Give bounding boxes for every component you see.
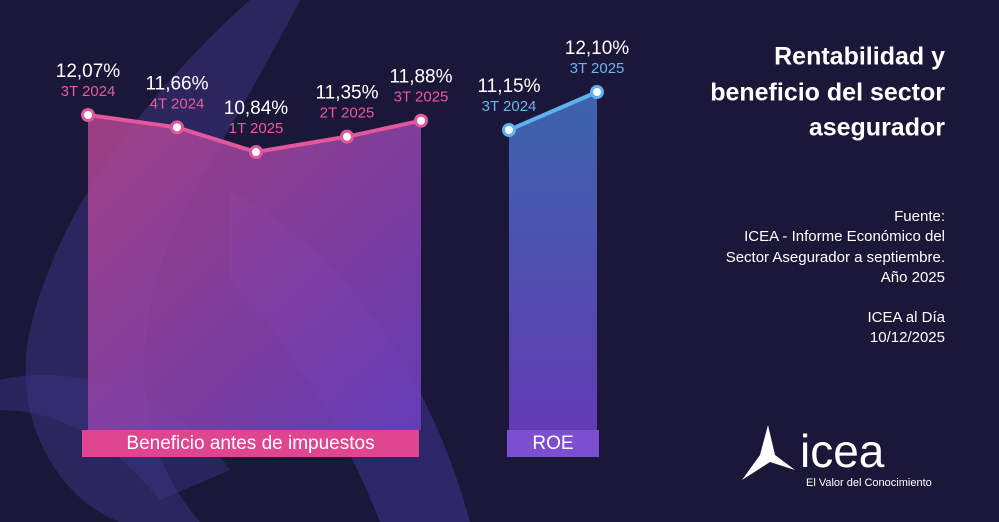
logo-icon xyxy=(742,425,795,480)
value-label: 12,07% xyxy=(56,61,121,82)
logo: icea El Valor del Conocimiento xyxy=(742,425,932,489)
legend-label: ROE xyxy=(532,433,573,454)
logo-tagline: El Valor del Conocimiento xyxy=(806,477,932,489)
value-label: 11,35% xyxy=(315,83,378,104)
point xyxy=(414,113,428,128)
point xyxy=(502,123,516,137)
period-label: 3T 2025 xyxy=(570,60,625,77)
point xyxy=(590,85,604,99)
point xyxy=(249,145,263,159)
point xyxy=(81,108,95,122)
title-line: Rentabilidad y xyxy=(774,43,945,71)
legend-bar xyxy=(82,430,419,457)
source-line: Fuente: xyxy=(894,208,945,225)
value-label: 12,10% xyxy=(565,38,630,59)
value-label: 11,88% xyxy=(389,67,452,88)
period-label: 3T 2024 xyxy=(61,83,116,100)
logo-name: icea xyxy=(800,425,885,477)
source-line: ICEA - Informe Económico del xyxy=(744,228,945,245)
value-label: 11,66% xyxy=(145,73,208,94)
legend-bar xyxy=(507,430,599,457)
source-line: Sector Asegurador a septiembre. xyxy=(726,249,945,266)
area xyxy=(509,92,597,430)
value-label: 10,84% xyxy=(224,98,289,119)
period-label: 2T 2025 xyxy=(320,105,375,122)
period-label: 3T 2025 xyxy=(394,89,449,106)
line xyxy=(508,90,598,132)
period-label: 3T 2024 xyxy=(482,98,537,115)
note-line: 10/12/2025 xyxy=(870,329,945,346)
note-line: ICEA al Día xyxy=(867,309,945,326)
source-line: Año 2025 xyxy=(881,269,945,286)
period-label: 1T 2025 xyxy=(229,120,284,137)
legend-label: Beneficio antes de impuestos xyxy=(126,433,374,454)
title-line: beneficio del sector xyxy=(710,79,945,107)
value-label: 11,15% xyxy=(477,76,540,97)
point xyxy=(340,129,354,144)
area xyxy=(88,115,421,430)
period-label: 4T 2024 xyxy=(150,95,205,112)
title-line: asegurador xyxy=(809,114,945,142)
point xyxy=(170,120,184,135)
